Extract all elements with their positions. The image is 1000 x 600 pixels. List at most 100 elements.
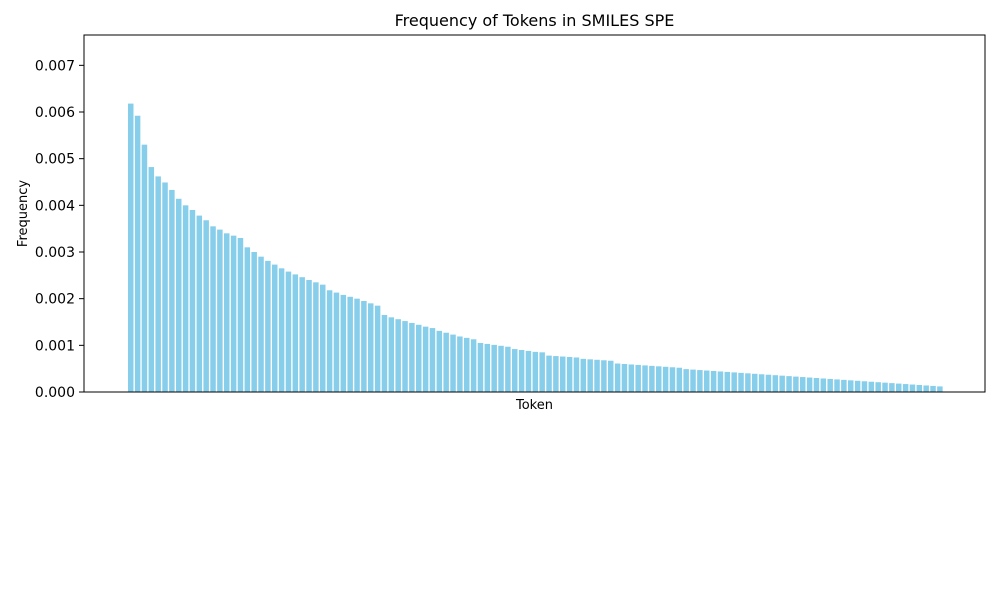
bar-token-79 <box>662 366 669 392</box>
bar-token-87 <box>717 371 724 392</box>
bar-token-89 <box>731 372 737 392</box>
bar-token-18 <box>244 247 251 392</box>
bar-token-26 <box>299 277 305 392</box>
y-tick-label: 0.002 <box>35 292 75 308</box>
bar-token-112 <box>889 383 895 392</box>
bar-token-100 <box>806 377 813 392</box>
bar-token-74 <box>628 364 635 392</box>
bar-token-65 <box>566 357 573 392</box>
bar-token-80 <box>669 367 676 392</box>
y-axis-label: Frequency <box>16 180 31 247</box>
bar-token-76 <box>642 365 648 392</box>
bar-token-97 <box>786 376 792 392</box>
bar-token-105 <box>841 379 847 392</box>
bar-token-43 <box>416 324 422 392</box>
bar-token-114 <box>902 384 909 392</box>
y-tick-label: 0.001 <box>35 338 75 354</box>
bar-token-20 <box>258 256 264 392</box>
bar-token-96 <box>779 375 785 392</box>
bar-token-34 <box>354 298 360 392</box>
bar-token-6 <box>162 182 168 392</box>
bar-token-22 <box>272 264 278 392</box>
bar-token-95 <box>772 375 779 392</box>
bar-token-44 <box>422 326 429 392</box>
bar-token-111 <box>882 382 888 392</box>
bar-token-78 <box>656 366 662 392</box>
bar-token-29 <box>320 284 326 392</box>
y-tick-label: 0.000 <box>35 385 75 401</box>
bar-token-67 <box>580 358 587 392</box>
bar-token-49 <box>457 336 463 392</box>
bar-token-91 <box>745 373 751 392</box>
bar-token-117 <box>923 385 929 392</box>
bar-token-119 <box>937 386 943 392</box>
bar-token-106 <box>848 380 854 392</box>
bar-token-55 <box>498 345 504 392</box>
bar-token-73 <box>621 364 628 392</box>
bar-token-31 <box>333 292 340 392</box>
bar-token-68 <box>587 359 593 392</box>
bar-token-30 <box>326 290 333 392</box>
bar-token-63 <box>553 356 559 392</box>
bar-token-102 <box>820 378 827 392</box>
bar-token-23 <box>278 268 285 392</box>
bars-layer <box>128 103 943 392</box>
bar-token-92 <box>752 373 758 392</box>
bar-token-64 <box>560 356 566 392</box>
y-tick-label: 0.004 <box>35 198 75 214</box>
bar-token-115 <box>909 384 916 392</box>
bar-token-37 <box>374 305 381 392</box>
bar-token-3 <box>141 144 148 392</box>
bar-token-104 <box>834 379 840 392</box>
bar-token-4 <box>148 167 155 392</box>
y-tick-label: 0.005 <box>35 152 75 168</box>
bar-token-40 <box>395 319 401 392</box>
bar-token-13 <box>210 226 216 392</box>
bar-token-56 <box>505 346 511 392</box>
bar-token-46 <box>436 330 443 392</box>
bar-token-69 <box>594 359 600 392</box>
bar-token-98 <box>793 376 799 392</box>
bar-token-86 <box>710 371 717 392</box>
bar-token-38 <box>381 315 388 392</box>
bar-token-42 <box>409 322 415 392</box>
y-tick-label: 0.003 <box>35 245 75 261</box>
bar-token-94 <box>765 374 772 392</box>
y-tick-label: 0.007 <box>35 58 75 74</box>
bar-token-59 <box>525 350 532 392</box>
bar-token-57 <box>512 349 518 392</box>
bar-token-113 <box>896 383 902 392</box>
bar-token-53 <box>484 343 491 392</box>
bar-token-47 <box>443 332 449 392</box>
plot-frame <box>83 34 986 393</box>
bar-token-61 <box>539 352 545 392</box>
bar-token-28 <box>313 282 319 392</box>
bar-token-10 <box>189 210 196 392</box>
bar-token-93 <box>758 374 765 392</box>
bar-token-1 <box>128 103 134 392</box>
bar-token-84 <box>697 370 703 392</box>
bar-token-99 <box>800 377 806 392</box>
bar-token-9 <box>182 205 189 392</box>
bar-token-32 <box>340 294 347 392</box>
bar-token-50 <box>464 337 470 392</box>
bar-token-51 <box>470 339 477 392</box>
bar-token-116 <box>916 385 923 392</box>
bar-token-19 <box>251 252 257 392</box>
bar-token-101 <box>813 378 820 392</box>
bar-token-25 <box>292 274 299 392</box>
bar-token-5 <box>155 176 161 392</box>
bar-token-75 <box>635 364 641 392</box>
bar-token-81 <box>676 367 683 392</box>
bar-token-2 <box>134 115 141 392</box>
x-axis-label: Token <box>515 398 553 413</box>
bar-token-88 <box>724 371 731 392</box>
bar-token-45 <box>429 328 436 392</box>
bar-token-7 <box>169 189 175 392</box>
chart-title: Frequency of Tokens in SMILES SPE <box>395 11 675 30</box>
bar-token-90 <box>738 372 744 392</box>
bar-token-35 <box>361 301 367 392</box>
bar-token-58 <box>518 350 525 392</box>
